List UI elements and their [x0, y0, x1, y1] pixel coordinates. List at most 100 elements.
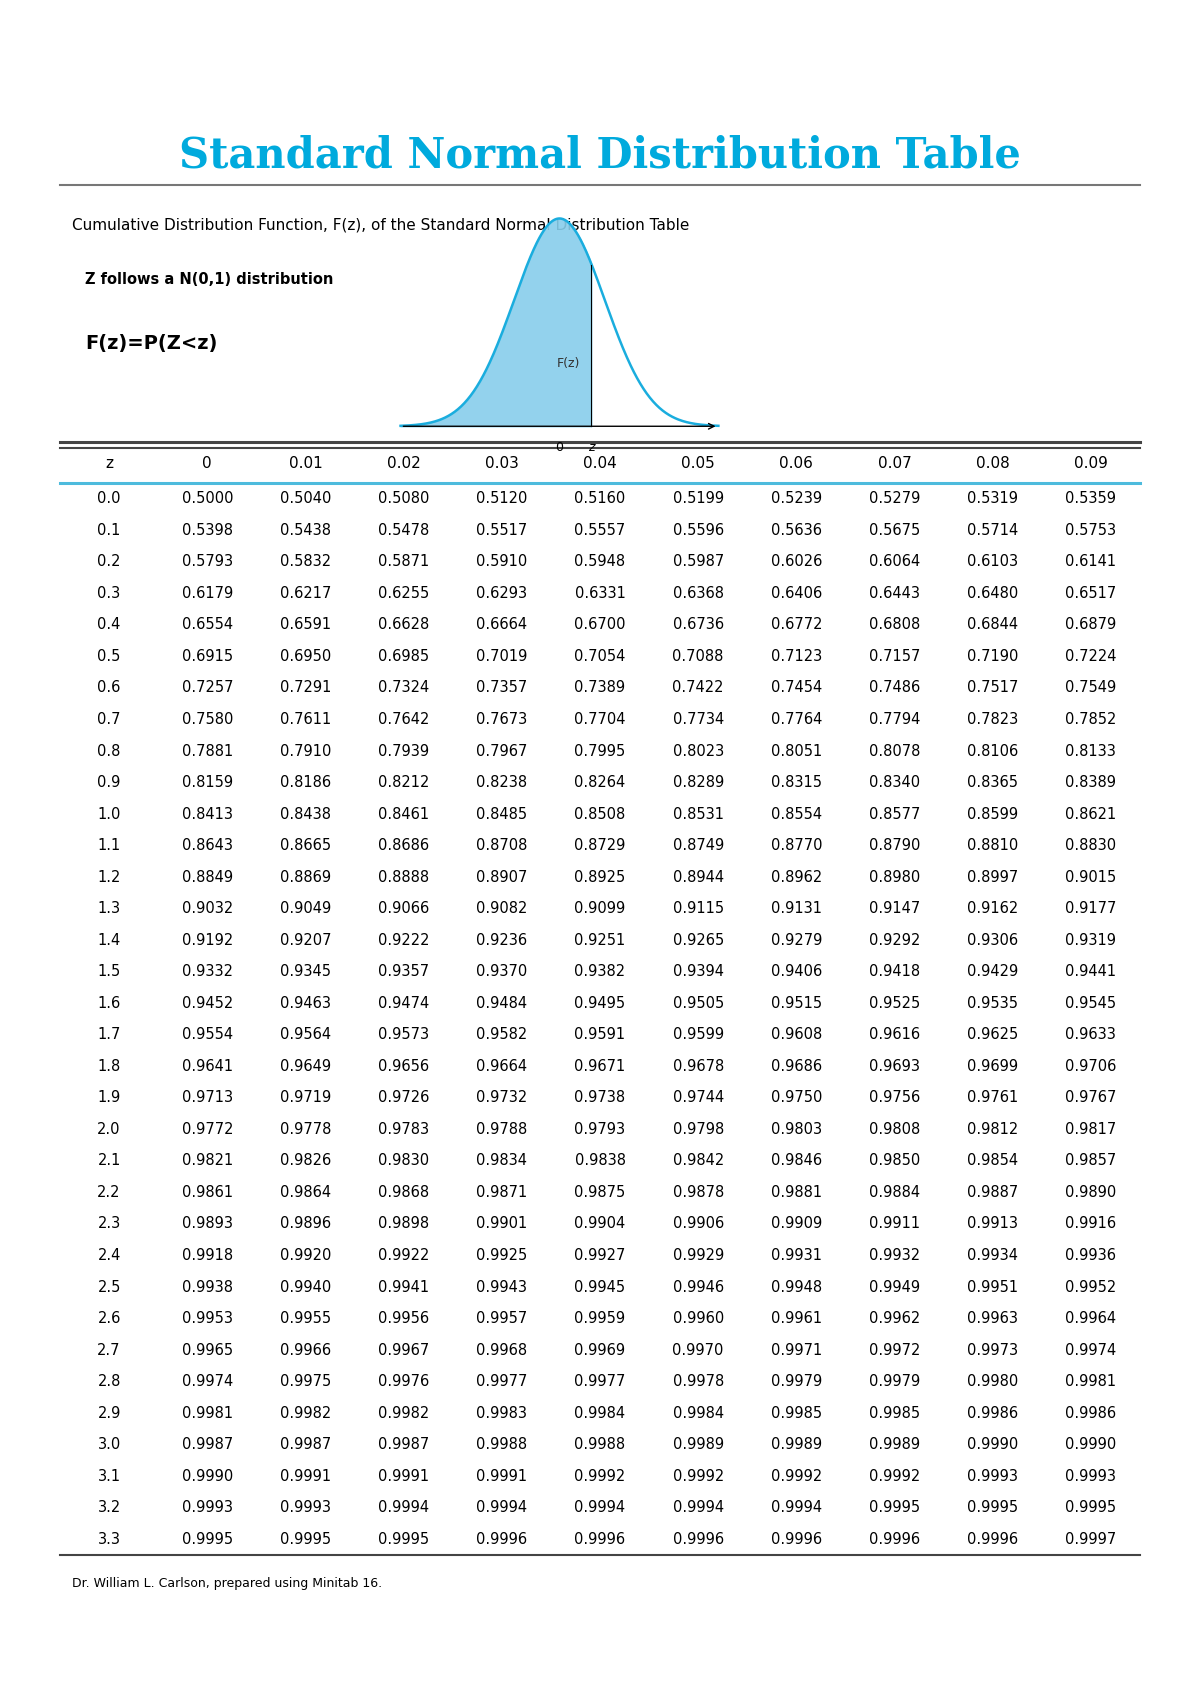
Text: 0.7764: 0.7764 — [770, 713, 822, 726]
Text: 0.9857: 0.9857 — [1066, 1154, 1116, 1168]
Text: 0.9963: 0.9963 — [967, 1312, 1019, 1325]
Text: 0.9878: 0.9878 — [672, 1185, 724, 1200]
Text: 0.6480: 0.6480 — [967, 585, 1019, 601]
Text: 0.7910: 0.7910 — [280, 743, 331, 759]
Text: 0.6103: 0.6103 — [967, 555, 1019, 568]
Text: 0.9982: 0.9982 — [378, 1405, 430, 1420]
Text: 0.6: 0.6 — [97, 680, 121, 696]
Text: 0.9177: 0.9177 — [1066, 901, 1116, 916]
Text: 0.9977: 0.9977 — [575, 1375, 625, 1390]
Text: 0.9591: 0.9591 — [575, 1027, 625, 1042]
Text: 0.9599: 0.9599 — [673, 1027, 724, 1042]
Text: 0.8238: 0.8238 — [476, 776, 527, 791]
Text: 0.01: 0.01 — [288, 456, 323, 472]
Text: 0.8264: 0.8264 — [575, 776, 625, 791]
Text: 0.9949: 0.9949 — [869, 1280, 920, 1295]
Text: 0.8315: 0.8315 — [770, 776, 822, 791]
Text: 0.7190: 0.7190 — [967, 648, 1019, 664]
Text: 2.2: 2.2 — [97, 1185, 121, 1200]
Text: 0.5279: 0.5279 — [869, 490, 920, 506]
Text: 0.9925: 0.9925 — [476, 1247, 528, 1263]
Text: 0.9992: 0.9992 — [869, 1468, 920, 1483]
Text: 0.7324: 0.7324 — [378, 680, 430, 696]
Text: 0.7454: 0.7454 — [770, 680, 822, 696]
Text: 0.02: 0.02 — [386, 456, 420, 472]
Text: 0.9812: 0.9812 — [967, 1122, 1019, 1137]
Text: 1.6: 1.6 — [97, 996, 121, 1011]
Text: 0.9641: 0.9641 — [181, 1059, 233, 1074]
Text: 2.1: 2.1 — [97, 1154, 121, 1168]
Text: 0.6517: 0.6517 — [1066, 585, 1116, 601]
Text: 0.9564: 0.9564 — [280, 1027, 331, 1042]
Text: 1.0: 1.0 — [97, 806, 121, 821]
Text: 0.6591: 0.6591 — [280, 618, 331, 633]
Text: 0.9554: 0.9554 — [181, 1027, 233, 1042]
Text: 0.9066: 0.9066 — [378, 901, 430, 916]
Text: 0.7224: 0.7224 — [1066, 648, 1117, 664]
Text: 0.9463: 0.9463 — [280, 996, 331, 1011]
Text: 0.9995: 0.9995 — [869, 1500, 920, 1515]
Text: 0.8577: 0.8577 — [869, 806, 920, 821]
Text: 0.9946: 0.9946 — [673, 1280, 724, 1295]
Text: 0.9991: 0.9991 — [378, 1468, 430, 1483]
Text: 0.9984: 0.9984 — [673, 1405, 724, 1420]
Text: 0.5557: 0.5557 — [575, 523, 625, 538]
Text: 0.9997: 0.9997 — [1066, 1532, 1116, 1546]
Text: 0.7995: 0.7995 — [575, 743, 625, 759]
Text: 0.9015: 0.9015 — [1066, 869, 1116, 884]
Text: 0.8106: 0.8106 — [967, 743, 1019, 759]
Text: 2.6: 2.6 — [97, 1312, 121, 1325]
Text: 0.8554: 0.8554 — [770, 806, 822, 821]
Text: 0.9988: 0.9988 — [575, 1437, 625, 1453]
Text: 0.9251: 0.9251 — [575, 933, 625, 947]
Text: 3.1: 3.1 — [97, 1468, 121, 1483]
Text: 0.9893: 0.9893 — [181, 1217, 233, 1232]
Text: 0.5080: 0.5080 — [378, 490, 430, 506]
Text: 0.9279: 0.9279 — [770, 933, 822, 947]
Text: 0.9429: 0.9429 — [967, 964, 1019, 979]
Text: 0.8790: 0.8790 — [869, 838, 920, 854]
Text: 0.6915: 0.6915 — [181, 648, 233, 664]
Text: 1.7: 1.7 — [97, 1027, 121, 1042]
Text: 0.9265: 0.9265 — [672, 933, 724, 947]
Text: 0.5596: 0.5596 — [673, 523, 724, 538]
Text: 0.5910: 0.5910 — [476, 555, 528, 568]
Text: 0.9966: 0.9966 — [280, 1342, 331, 1358]
Text: 0.9978: 0.9978 — [672, 1375, 724, 1390]
Text: 0.9906: 0.9906 — [672, 1217, 724, 1232]
Text: 0.8849: 0.8849 — [181, 869, 233, 884]
Text: 0.9808: 0.9808 — [869, 1122, 920, 1137]
Text: 0.9960: 0.9960 — [672, 1312, 724, 1325]
Text: 0.6331: 0.6331 — [575, 585, 625, 601]
Text: 0.8485: 0.8485 — [476, 806, 527, 821]
Text: 0.8830: 0.8830 — [1066, 838, 1116, 854]
Text: 0.5199: 0.5199 — [673, 490, 724, 506]
Text: 0.6217: 0.6217 — [280, 585, 331, 601]
Text: 0.7517: 0.7517 — [967, 680, 1019, 696]
Text: z: z — [106, 456, 113, 472]
Text: 0.9115: 0.9115 — [673, 901, 724, 916]
Text: 2.4: 2.4 — [97, 1247, 121, 1263]
Text: 0.8531: 0.8531 — [673, 806, 724, 821]
Text: 0.9932: 0.9932 — [869, 1247, 920, 1263]
Text: 0.9979: 0.9979 — [869, 1375, 920, 1390]
Text: 0.9995: 0.9995 — [280, 1532, 331, 1546]
Text: 0.9726: 0.9726 — [378, 1091, 430, 1105]
Text: 0.9147: 0.9147 — [869, 901, 920, 916]
Text: 0.9996: 0.9996 — [575, 1532, 625, 1546]
Text: 0.9916: 0.9916 — [1066, 1217, 1116, 1232]
Text: 0.9934: 0.9934 — [967, 1247, 1019, 1263]
Text: 0.9988: 0.9988 — [476, 1437, 527, 1453]
Text: 0.8888: 0.8888 — [378, 869, 430, 884]
Text: 0.5714: 0.5714 — [967, 523, 1019, 538]
Text: 0.9099: 0.9099 — [575, 901, 625, 916]
Text: 0.9868: 0.9868 — [378, 1185, 430, 1200]
Text: 0.9940: 0.9940 — [280, 1280, 331, 1295]
Text: 0.9821: 0.9821 — [181, 1154, 233, 1168]
Text: 3.2: 3.2 — [97, 1500, 121, 1515]
Text: 0.9987: 0.9987 — [280, 1437, 331, 1453]
Text: 0.9996: 0.9996 — [967, 1532, 1019, 1546]
Text: 0.9767: 0.9767 — [1066, 1091, 1116, 1105]
Text: 0.9973: 0.9973 — [967, 1342, 1019, 1358]
Text: z: z — [588, 441, 594, 453]
